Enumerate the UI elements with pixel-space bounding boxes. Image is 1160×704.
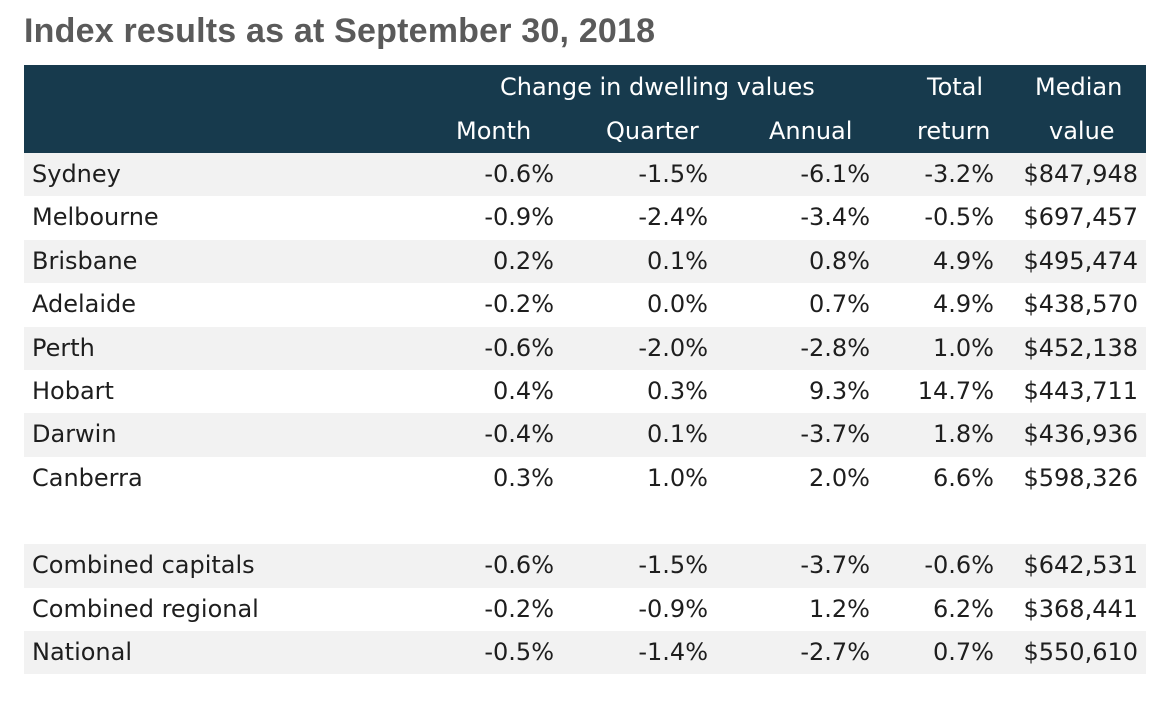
- cell-month: -0.6%: [484, 160, 554, 188]
- table-row: Combined capitals -0.6% -1.5% -3.7% -0.6% $64…: [24, 544, 1146, 588]
- cell-quarter: -1.5%: [638, 551, 708, 580]
- cell-quarter: 0.3%: [647, 376, 708, 405]
- header-median-line2: value: [1049, 117, 1115, 145]
- cell-annual: -3.4%: [800, 203, 870, 232]
- cell-annual: -3.7%: [800, 420, 870, 449]
- table-row: National -0.5% -1.4% -2.7% 0.7% $550,610: [24, 630, 1146, 675]
- cell-month: -0.2%: [484, 594, 554, 623]
- cell-median-value: $550,610: [1023, 637, 1138, 666]
- row-name: Adelaide: [32, 290, 137, 319]
- cell-quarter: 0.0%: [647, 290, 708, 319]
- row-name: Combined regional: [32, 594, 259, 623]
- cell-month: -0.5%: [484, 637, 554, 666]
- cell-quarter: 0.1%: [647, 420, 708, 449]
- cell-total-return: 6.2%: [933, 594, 994, 623]
- cell-quarter: -1.5%: [638, 160, 708, 188]
- cell-quarter: 0.1%: [647, 246, 708, 275]
- row-name: Melbourne: [32, 203, 159, 232]
- table-header: Change in dwelling values Month Quarter …: [24, 65, 1146, 153]
- table-body: Sydney -0.6% -1.5% -6.1% -3.2% $847,948 Melbou…: [24, 153, 1146, 500]
- cell-total-return: 6.6%: [933, 463, 994, 492]
- cell-median-value: $697,457: [1023, 203, 1138, 232]
- cell-total-return: -3.2%: [924, 160, 994, 188]
- cell-annual: -2.7%: [800, 637, 870, 666]
- header-total-line1: Total: [927, 73, 984, 101]
- cell-quarter: -2.0%: [638, 333, 708, 362]
- row-name: National: [32, 637, 133, 666]
- cell-quarter: -1.4%: [638, 637, 708, 666]
- cell-total-return: 4.9%: [933, 246, 994, 275]
- cell-median-value: $368,441: [1023, 594, 1138, 623]
- cell-month: 0.3%: [493, 463, 554, 492]
- cell-median-value: $436,936: [1023, 420, 1138, 449]
- index-results-table: Change in dwelling values Month Quarter …: [24, 65, 1146, 675]
- cell-total-return: 14.7%: [917, 376, 994, 405]
- cell-median-value: $443,711: [1023, 376, 1138, 405]
- cell-annual: 0.7%: [809, 290, 870, 319]
- table-row: Perth -0.6% -2.0% -2.8% 1.0% $452,138: [24, 326, 1146, 370]
- header-annual: Annual: [769, 117, 853, 145]
- cell-month: 0.4%: [493, 376, 554, 405]
- cell-total-return: 0.7%: [933, 637, 994, 666]
- cell-quarter: -2.4%: [638, 203, 708, 232]
- row-name: Combined capitals: [32, 551, 255, 580]
- row-name: Perth: [32, 333, 95, 362]
- column-group-header: Change in dwelling values: [500, 73, 815, 101]
- cell-total-return: -0.6%: [924, 551, 994, 580]
- table-row: Combined regional -0.2% -0.9% 1.2% 6.2% $368,…: [24, 588, 1146, 631]
- table-summary: Combined capitals -0.6% -1.5% -3.7% -0.6% $64…: [24, 544, 1146, 675]
- cell-month: 0.2%: [493, 246, 554, 275]
- table-row: Melbourne -0.9% -2.4% -3.4% -0.5% $697,457: [24, 196, 1146, 239]
- cell-median-value: $847,948: [1023, 160, 1138, 188]
- cell-month: -0.4%: [484, 420, 554, 449]
- cell-median-value: $495,474: [1023, 246, 1138, 275]
- cell-annual: 0.8%: [809, 246, 870, 275]
- table-row: Canberra 0.3% 1.0% 2.0% 6.6% $598,326: [24, 457, 1146, 500]
- cell-month: -0.9%: [484, 203, 554, 232]
- cell-annual: -2.8%: [800, 333, 870, 362]
- row-name: Canberra: [32, 463, 143, 492]
- row-name: Darwin: [32, 420, 117, 449]
- header-quarter: Quarter: [606, 117, 699, 145]
- table-row: Hobart 0.4% 0.3% 9.3% 14.7% $443,711: [24, 370, 1146, 413]
- cell-month: -0.6%: [484, 551, 554, 580]
- cell-total-return: 1.8%: [933, 420, 994, 449]
- cell-median-value: $438,570: [1023, 290, 1138, 319]
- cell-quarter: -0.9%: [638, 594, 708, 623]
- cell-annual: 9.3%: [809, 376, 870, 405]
- cell-median-value: $452,138: [1023, 333, 1138, 362]
- cell-quarter: 1.0%: [647, 463, 708, 492]
- cell-annual: 1.2%: [809, 594, 870, 623]
- row-name: Sydney: [32, 160, 121, 188]
- cell-annual: -6.1%: [800, 160, 870, 188]
- cell-total-return: 1.0%: [933, 333, 994, 362]
- header-month: Month: [456, 117, 532, 145]
- cell-median-value: $598,326: [1023, 463, 1138, 492]
- table-spacer: [24, 500, 1146, 544]
- cell-total-return: 4.9%: [933, 290, 994, 319]
- page-title: Index results as at September 30, 2018: [24, 12, 656, 50]
- row-name: Hobart: [32, 376, 114, 405]
- cell-total-return: -0.5%: [924, 203, 994, 232]
- table-row: Adelaide -0.2% 0.0% 0.7% 4.9% $438,570: [24, 283, 1146, 326]
- header-total-line2: return: [917, 117, 991, 145]
- table-row: Sydney -0.6% -1.5% -6.1% -3.2% $847,948: [24, 153, 1146, 197]
- cell-month: -0.2%: [484, 290, 554, 319]
- cell-annual: -3.7%: [800, 551, 870, 580]
- table-row: Brisbane 0.2% 0.1% 0.8% 4.9% $495,474: [24, 239, 1146, 284]
- header-median-line1: Median: [1035, 73, 1123, 101]
- cell-month: -0.6%: [484, 333, 554, 362]
- cell-median-value: $642,531: [1023, 551, 1138, 580]
- cell-annual: 2.0%: [809, 463, 870, 492]
- table-row: Darwin -0.4% 0.1% -3.7% 1.8% $436,936: [24, 413, 1146, 457]
- row-name: Brisbane: [32, 246, 138, 275]
